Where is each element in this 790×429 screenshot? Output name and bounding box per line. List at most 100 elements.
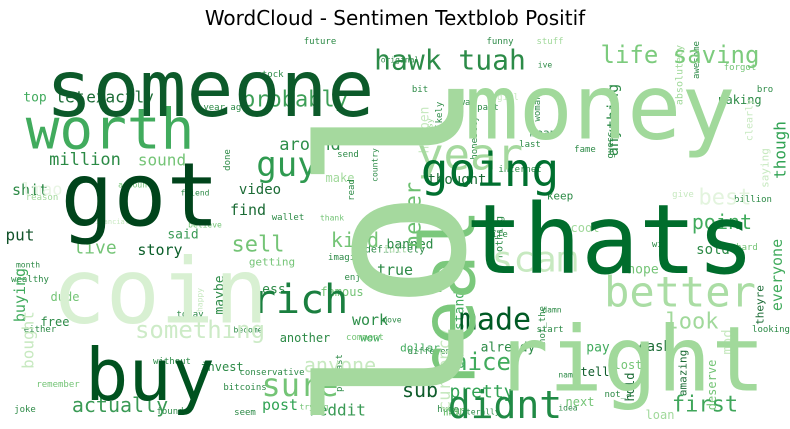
word-friend: friend [181,189,210,198]
word-nothing: nothing [495,216,506,258]
word-year-ago: year ago [203,103,246,113]
word-bitcoins: bitcoins [223,383,266,393]
word-point: point [692,210,752,234]
word-internet: internet [498,165,541,175]
word-someone: someone [46,45,375,135]
word-sold: sold [696,242,730,258]
word-looking: looking [752,325,790,335]
word-rich: rich [252,277,348,323]
word-easy: easy [426,118,435,137]
word-bit: bit [412,85,428,95]
word-work: work [352,311,388,329]
word-country: country [371,148,380,182]
word-maybe: maybe [213,275,228,314]
word-mean: mean [530,127,557,140]
word-mod: mod [720,329,736,354]
word-financial: financial [91,218,129,226]
word-lmao: lmao [22,180,63,200]
word-less: less [254,283,285,298]
word-deserve: deserve [705,360,719,411]
word-forgot: forgot [724,63,757,73]
word-free: free [41,315,70,329]
word-buy: buy [85,333,215,417]
word-video: video [239,182,281,198]
word-look: look [666,310,719,335]
word-done: done [223,149,233,171]
word-clearly: clearly [745,99,756,141]
word-reddit: reddit [308,401,366,420]
word-around: around [279,135,340,155]
word-live: live [73,238,116,259]
word-seem: seem [234,408,256,418]
word-wow: wow [360,332,380,345]
word-conservative: conservative [239,368,304,378]
word-hope: hope [627,263,658,278]
word-send: send [337,150,359,160]
word-ive: ive [538,61,553,70]
word-become: become [234,326,263,335]
word-keep: keep [547,190,574,203]
word-life-saving: life saving [601,41,760,69]
word-bought: bought [19,311,38,369]
word-stuff: stuff [536,37,563,47]
word-definitely: definitely [365,245,425,256]
word-find: find [230,201,266,219]
word-getting: getting [249,256,295,269]
word-coin: coin [52,240,269,345]
word-make: make [326,171,355,185]
word-imagine: imagine [328,253,366,263]
word-found: found [156,407,183,417]
word-banned: banned [387,238,434,253]
word-start: start [536,325,563,335]
word-sub: sub [402,378,438,402]
word-huge: huge [437,405,459,415]
word-thought: thought [427,172,486,188]
word-reason: reason [26,193,59,203]
word-without: without [153,357,191,367]
word-man: man [443,405,466,420]
word-woman: woman [533,94,543,121]
word-tell: tell [581,365,610,379]
word-remember: remember [36,380,80,390]
word-next: next [566,395,595,409]
word-sure: sure [261,366,338,404]
word-cool: cool [571,221,600,235]
word-theyre: theyre [754,285,767,325]
word-million: million [49,150,121,170]
word-away: away [454,98,476,108]
word-didnt: didnt [448,383,562,427]
word-account: account [118,181,152,190]
word-cash: cash [638,339,672,355]
word-lost: lost [614,358,643,372]
word-better: better [604,268,756,317]
word-literally: literally [456,408,500,417]
word-kind: kind [331,228,379,252]
word-name: name [558,371,577,380]
word-year: year [417,130,523,181]
word-shit: shit [12,181,48,199]
word-pay: pay [586,341,610,356]
word-currency: currency [435,329,455,411]
word-everyone: everyone [768,239,786,311]
word-joke: joke [14,405,36,415]
word-though: though [771,121,790,179]
word-loan: loan [646,408,675,422]
word-buying: buying [11,268,29,322]
word-thank: thank [320,214,344,223]
word-actually: actually [72,393,168,417]
word-happen: happen [418,107,433,154]
word-anything: anything [604,84,622,156]
word-win: win [652,240,668,250]
word-enjoy: enjoy [344,273,372,283]
word-never: never [402,182,427,248]
word-scam: scam [492,240,579,281]
word-probably: probably [242,88,348,113]
word-lol: lol [279,69,512,429]
word-billion: billion [734,195,772,205]
word-awesome: awesome [692,41,702,79]
chart-title: WordCloud - Sentimen Textblob Positif [204,6,586,30]
word-future: future [304,37,337,47]
word-sell: sell [232,233,285,258]
word-full: full [383,245,407,256]
